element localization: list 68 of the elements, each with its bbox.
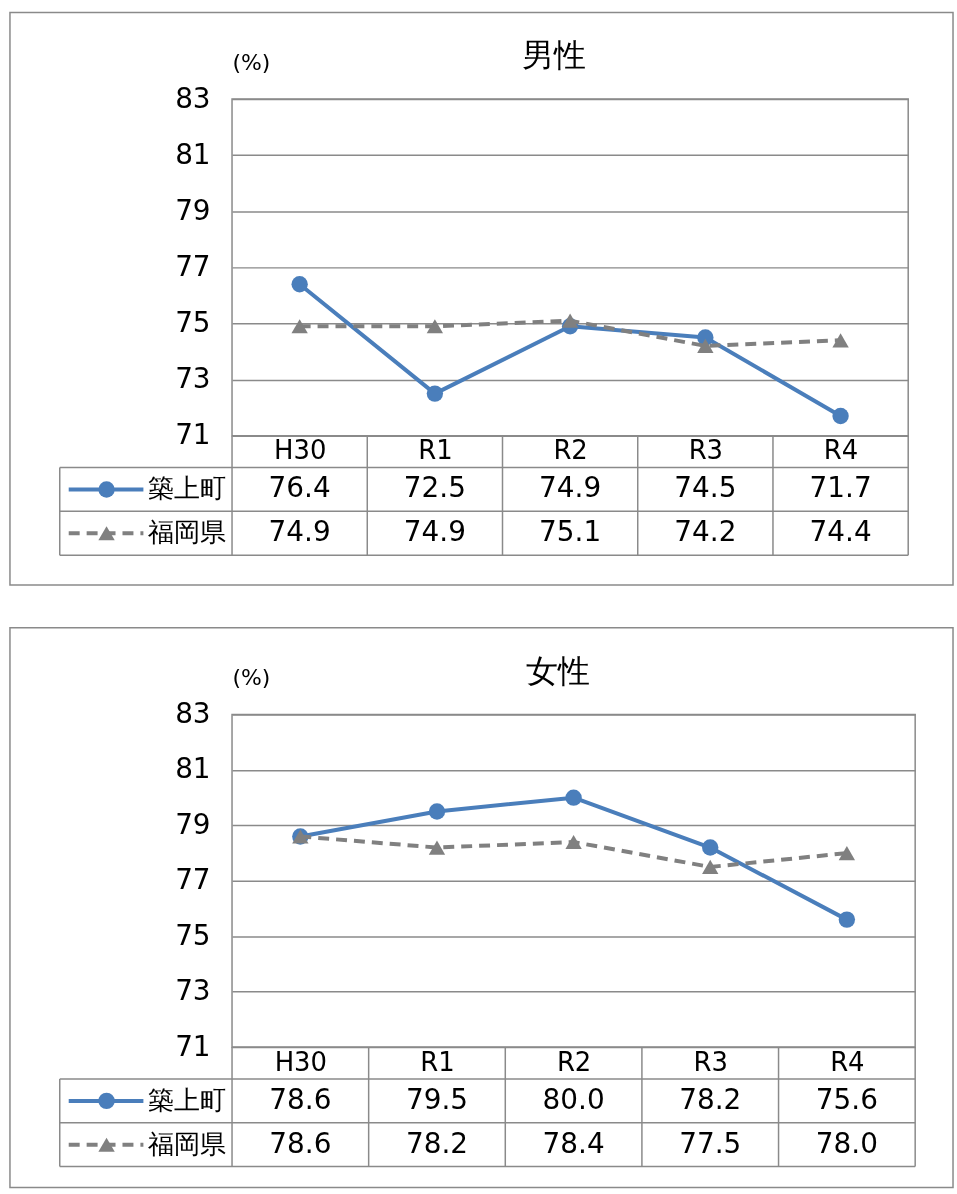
data-label: 78.2 [679, 1082, 742, 1116]
data-label: 78.6 [269, 1082, 332, 1116]
y-tick-label: 75 [175, 305, 211, 339]
y-tick-label: 77 [175, 863, 211, 897]
legend-label: 築上町 [148, 473, 227, 504]
y-tick-label: 77 [175, 249, 211, 283]
y-tick-label: 75 [175, 918, 211, 952]
y-tick-label: 71 [175, 418, 211, 452]
point [838, 846, 856, 861]
x-tick-label: R4 [823, 435, 859, 466]
y-tick-label: 71 [175, 1029, 211, 1063]
y-tick-label: 79 [175, 807, 211, 841]
data-label: 74.9 [268, 515, 331, 549]
point [291, 276, 308, 293]
x-tick-label: R2 [553, 435, 588, 466]
y-axis-title: (%) [232, 665, 271, 691]
point [426, 319, 444, 334]
y-axis-title: (%) [232, 49, 271, 75]
y-tick-label: 79 [175, 193, 211, 227]
x-tick-label: R2 [556, 1046, 592, 1077]
y-tick-label: 83 [175, 696, 211, 730]
data-label: 76.4 [268, 471, 331, 505]
point [697, 338, 714, 353]
data-label: 75.1 [539, 515, 602, 549]
data-label: 74.9 [403, 515, 466, 549]
data-label: 78.0 [815, 1126, 878, 1160]
legend-label: 福岡県 [148, 1128, 227, 1159]
point [832, 333, 849, 348]
point [428, 803, 446, 820]
point [426, 385, 444, 402]
data-label: 74.4 [809, 515, 872, 549]
point [291, 319, 308, 334]
x-tick-label: R3 [693, 1046, 728, 1077]
y-tick-label: 81 [175, 137, 211, 171]
data-label: 79.5 [405, 1082, 469, 1116]
chart-title: 男性 [522, 36, 587, 75]
data-label: 74.9 [539, 471, 602, 505]
point [702, 859, 719, 875]
x-tick-label: H30 [274, 1046, 328, 1077]
x-tick-label: R1 [420, 1046, 455, 1077]
point [838, 911, 856, 928]
data-label: 75.6 [815, 1082, 878, 1116]
data-label: 80.0 [542, 1082, 605, 1116]
y-tick-label: 81 [175, 752, 211, 786]
point [561, 313, 579, 328]
y-tick-label: 73 [175, 362, 211, 396]
data-label: 74.5 [674, 471, 737, 505]
point [702, 839, 719, 856]
x-tick-label: H30 [273, 435, 327, 466]
y-tick-label: 73 [175, 974, 211, 1008]
point [832, 407, 849, 425]
data-label: 71.7 [809, 471, 872, 505]
point [565, 789, 582, 806]
y-tick-label: 83 [175, 81, 211, 115]
legend-label: 福岡県 [148, 517, 227, 548]
legend-label: 築上町 [148, 1084, 227, 1115]
data-label: 78.6 [269, 1126, 332, 1160]
chart-title: 女性 [525, 651, 590, 690]
data-label: 78.2 [405, 1126, 469, 1160]
point [565, 834, 582, 850]
data-label: 74.2 [674, 515, 737, 549]
data-label: 77.5 [679, 1126, 742, 1160]
point [428, 840, 446, 855]
x-tick-label: R4 [830, 1046, 865, 1077]
data-label: 78.4 [542, 1126, 605, 1160]
x-tick-label: R1 [418, 435, 453, 466]
x-tick-label: R3 [688, 435, 724, 466]
data-label: 72.5 [403, 471, 466, 505]
